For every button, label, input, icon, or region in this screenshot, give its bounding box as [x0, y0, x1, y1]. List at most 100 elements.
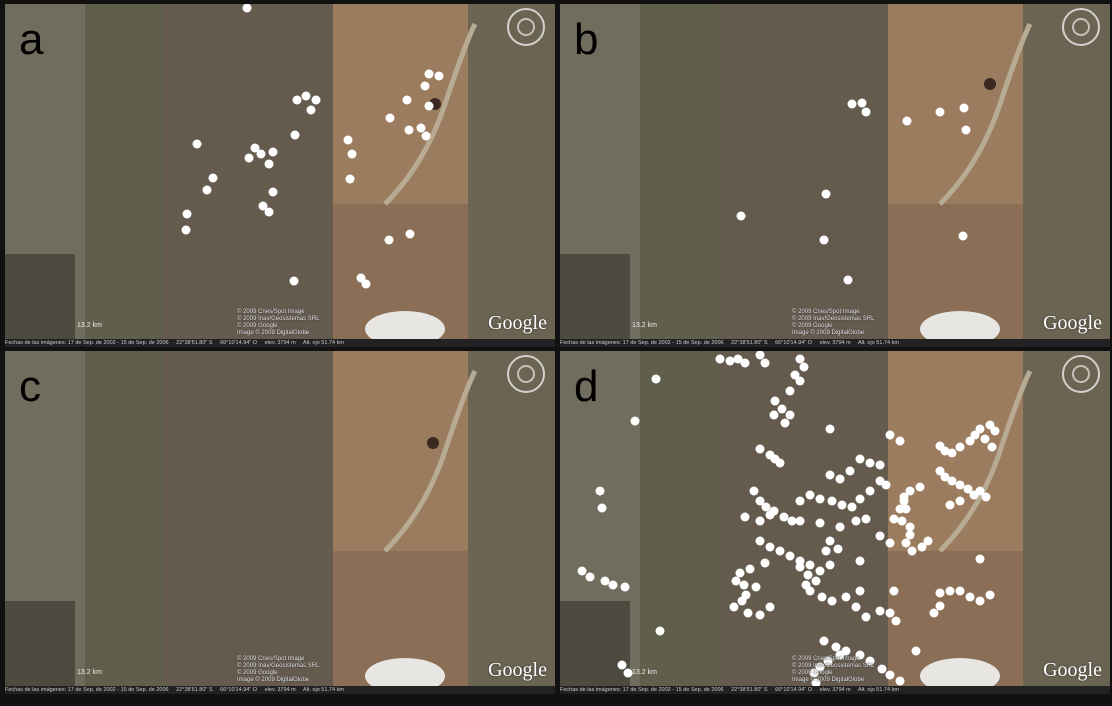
location-marker[interactable] [600, 576, 610, 586]
location-marker[interactable] [817, 592, 827, 602]
location-marker[interactable] [264, 159, 274, 169]
location-marker[interactable] [889, 586, 899, 596]
location-marker[interactable] [770, 454, 780, 464]
location-marker[interactable] [795, 562, 805, 572]
location-marker[interactable] [833, 544, 843, 554]
location-marker[interactable] [947, 476, 957, 486]
location-marker[interactable] [961, 125, 971, 135]
location-marker[interactable] [955, 496, 965, 506]
location-marker[interactable] [202, 185, 212, 195]
location-marker[interactable] [847, 502, 857, 512]
location-marker[interactable] [885, 430, 895, 440]
location-marker[interactable] [795, 496, 805, 506]
location-marker[interactable] [787, 516, 797, 526]
location-marker[interactable] [823, 656, 833, 666]
location-marker[interactable] [729, 602, 739, 612]
location-marker[interactable] [292, 95, 302, 105]
location-marker[interactable] [737, 596, 747, 606]
location-marker[interactable] [242, 4, 252, 13]
location-marker[interactable] [755, 536, 765, 546]
location-marker[interactable] [361, 279, 371, 289]
location-marker[interactable] [897, 516, 907, 526]
location-marker[interactable] [785, 386, 795, 396]
location-marker[interactable] [895, 504, 905, 514]
location-marker[interactable] [885, 538, 895, 548]
location-marker[interactable] [877, 664, 887, 674]
compass-icon[interactable] [507, 355, 545, 393]
location-marker[interactable] [970, 430, 980, 440]
location-marker[interactable] [345, 174, 355, 184]
location-marker[interactable] [306, 105, 316, 115]
location-marker[interactable] [861, 514, 871, 524]
location-marker[interactable] [250, 143, 260, 153]
location-marker[interactable] [795, 516, 805, 526]
location-marker[interactable] [779, 512, 789, 522]
location-marker[interactable] [405, 229, 415, 239]
location-marker[interactable] [749, 486, 759, 496]
location-marker[interactable] [958, 231, 968, 241]
compass-icon[interactable] [1062, 8, 1100, 46]
location-marker[interactable] [740, 512, 750, 522]
location-marker[interactable] [963, 484, 973, 494]
location-marker[interactable] [356, 273, 366, 283]
location-marker[interactable] [743, 608, 753, 618]
location-marker[interactable] [935, 466, 945, 476]
location-marker[interactable] [760, 358, 770, 368]
location-marker[interactable] [851, 602, 861, 612]
location-marker[interactable] [935, 107, 945, 117]
map-panel-d[interactable]: d 13.2 km © 2009 Cnes/Spot Image © 2009 … [560, 351, 1110, 694]
location-marker[interactable] [827, 496, 837, 506]
location-marker[interactable] [827, 596, 837, 606]
location-marker[interactable] [424, 101, 434, 111]
location-marker[interactable] [385, 113, 395, 123]
location-marker[interactable] [809, 668, 819, 678]
location-marker[interactable] [911, 646, 921, 656]
location-marker[interactable] [819, 636, 829, 646]
map-panel-a[interactable]: a 13.2 km © 2009 Cnes/Spot Image © 2009 … [5, 4, 555, 347]
location-marker[interactable] [831, 642, 841, 652]
location-marker[interactable] [940, 472, 950, 482]
map-panel-b[interactable]: b 13.2 km © 2009 Cnes/Spot Image © 2009 … [560, 4, 1110, 347]
location-marker[interactable] [975, 424, 985, 434]
location-marker[interactable] [885, 670, 895, 680]
location-marker[interactable] [715, 354, 725, 364]
location-marker[interactable] [885, 608, 895, 618]
location-marker[interactable] [805, 560, 815, 570]
location-marker[interactable] [651, 374, 661, 384]
location-marker[interactable] [899, 492, 909, 502]
location-marker[interactable] [987, 442, 997, 452]
location-marker[interactable] [841, 592, 851, 602]
location-marker[interactable] [825, 560, 835, 570]
location-marker[interactable] [875, 531, 885, 541]
location-marker[interactable] [875, 606, 885, 616]
location-marker[interactable] [959, 103, 969, 113]
location-marker[interactable] [785, 410, 795, 420]
location-marker[interactable] [895, 676, 905, 686]
location-marker[interactable] [855, 494, 865, 504]
location-marker[interactable] [404, 125, 414, 135]
location-marker[interactable] [755, 351, 765, 360]
location-marker[interactable] [736, 211, 746, 221]
location-marker[interactable] [841, 646, 851, 656]
location-marker[interactable] [815, 518, 825, 528]
location-marker[interactable] [623, 668, 633, 678]
location-marker[interactable] [777, 404, 787, 414]
location-marker[interactable] [424, 69, 434, 79]
location-marker[interactable] [945, 500, 955, 510]
location-marker[interactable] [731, 576, 741, 586]
location-marker[interactable] [861, 107, 871, 117]
location-marker[interactable] [955, 480, 965, 490]
location-marker[interactable] [929, 608, 939, 618]
location-marker[interactable] [935, 601, 945, 611]
location-marker[interactable] [595, 486, 605, 496]
location-marker[interactable] [755, 610, 765, 620]
location-marker[interactable] [907, 546, 917, 556]
location-marker[interactable] [811, 576, 821, 586]
location-marker[interactable] [857, 98, 867, 108]
location-marker[interactable] [965, 592, 975, 602]
location-marker[interactable] [745, 564, 755, 574]
location-marker[interactable] [990, 426, 1000, 436]
location-marker[interactable] [875, 460, 885, 470]
location-marker[interactable] [739, 580, 749, 590]
location-marker[interactable] [985, 590, 995, 600]
